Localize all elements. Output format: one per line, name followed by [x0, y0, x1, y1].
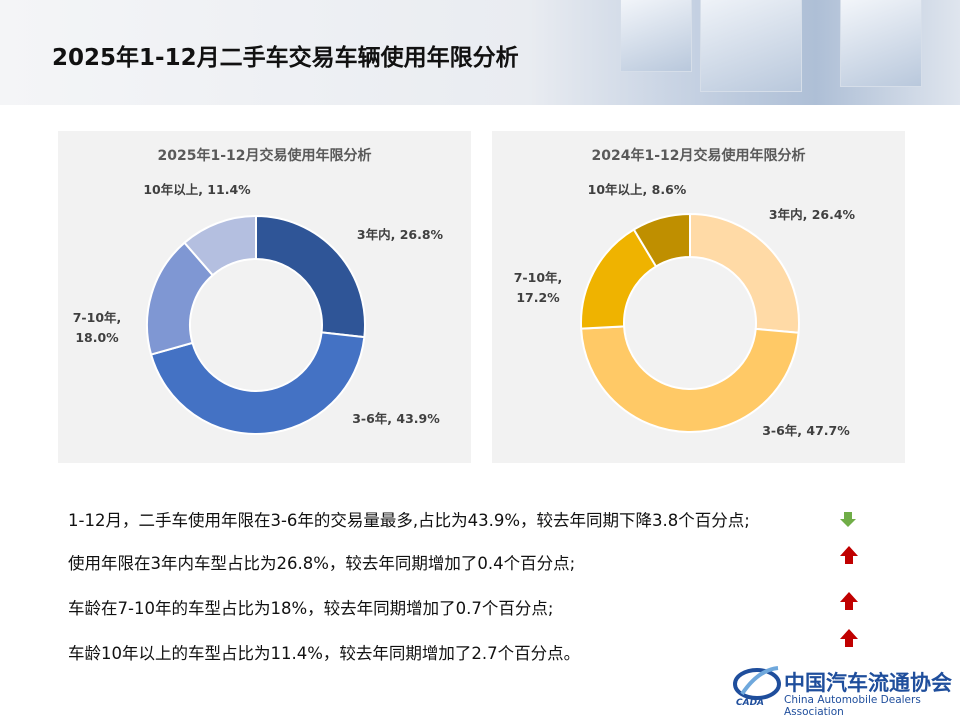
donut-slice — [580, 325, 800, 433]
logo-abbr: CADA — [736, 698, 765, 708]
decor — [840, 0, 922, 87]
donut-slice — [689, 212, 800, 334]
data-label: 7-10年, 17.2% — [513, 270, 563, 305]
up-arrow — [840, 629, 858, 647]
donut-slice — [149, 331, 366, 435]
logo-mark — [733, 666, 781, 700]
data-label: 7-10年, 18.0% — [72, 310, 122, 345]
donut-slice — [632, 212, 691, 268]
data-label: 10年以上, 11.4% — [143, 182, 251, 197]
decor — [700, 0, 802, 92]
up-arrow — [840, 592, 858, 610]
data-label: 3-6年, 47.7% — [762, 423, 850, 438]
decor — [620, 0, 692, 72]
logo-english: China Automobile Dealers Association — [784, 694, 921, 718]
note-text: 使用年限在3年内车型占比为26.8%，较去年同期增加了0.4个百分点; — [68, 554, 576, 573]
donut-slice — [255, 214, 366, 339]
donut-slice — [183, 214, 257, 277]
chart-title: 2024年1-12月交易使用年限分析 — [591, 148, 806, 164]
note-text: 车龄在7-10年的车型占比为18%，较去年同期增加了0.7个百分点; — [68, 599, 554, 618]
data-label: 3-6年, 43.9% — [352, 411, 440, 426]
page-title: 2025年1-12月二手车交易车辆使用年限分析 — [52, 45, 519, 71]
note-text: 1-12月，二手车使用年限在3-6年的交易量最多,占比为43.9%，较去年同期下… — [68, 511, 750, 530]
data-label: 10年以上, 8.6% — [587, 182, 687, 197]
data-label: 3年内, 26.4% — [768, 207, 856, 222]
note-text: 车龄10年以上的车型占比为11.4%，较去年同期增加了2.7个百分点。 — [68, 644, 581, 663]
chart-title: 2025年1-12月交易使用年限分析 — [157, 148, 372, 164]
header-banner — [0, 0, 960, 105]
down-arrow — [840, 512, 856, 527]
data-label: 3年内, 26.8% — [356, 227, 444, 242]
up-arrow — [840, 546, 858, 564]
logo-name: 中国汽车流通协会 — [784, 670, 952, 695]
